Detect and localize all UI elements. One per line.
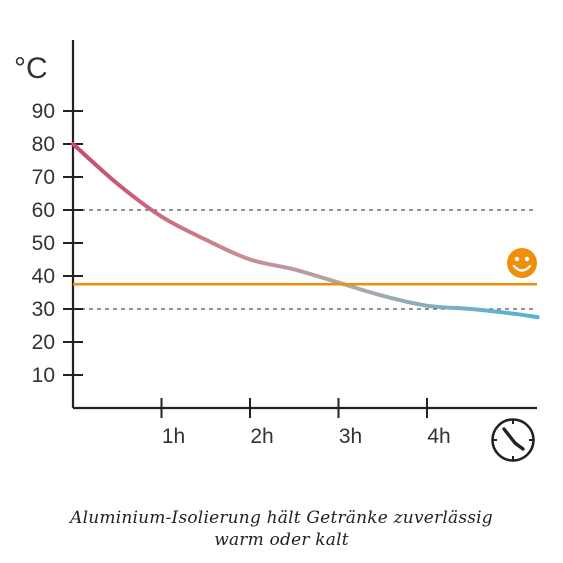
caption-line-2: warm oder kalt	[214, 530, 349, 550]
axes	[63, 40, 537, 418]
reference-lines	[73, 209, 537, 310]
smiley-face-icon	[507, 248, 537, 278]
y-tick-label: 80	[32, 133, 55, 156]
y-tick-label: 20	[32, 331, 55, 354]
x-tick-label: 2h	[250, 425, 273, 448]
data-series	[71, 142, 540, 320]
y-tick-label: 50	[32, 232, 55, 255]
y-tick-label: 40	[32, 265, 55, 288]
x-tick-label: 1h	[162, 425, 185, 448]
tick-labels: 10 20 30 40 50 60 70 80 90 1h 2h 3h 4h	[32, 100, 451, 448]
x-tick-label: 3h	[339, 425, 362, 448]
temperature-curve	[71, 142, 540, 320]
y-axis-unit-label: °C	[14, 52, 48, 85]
y-tick-label: 60	[32, 199, 55, 222]
clock-icon	[491, 418, 535, 462]
x-tick-label: 4h	[427, 425, 450, 448]
y-tick-label: 90	[32, 100, 55, 123]
y-tick-label: 30	[32, 298, 55, 321]
caption-line-1: Aluminium-Isolierung hält Getränke zuver…	[70, 508, 493, 528]
y-tick-label: 10	[32, 364, 55, 387]
y-tick-label: 70	[32, 166, 55, 189]
